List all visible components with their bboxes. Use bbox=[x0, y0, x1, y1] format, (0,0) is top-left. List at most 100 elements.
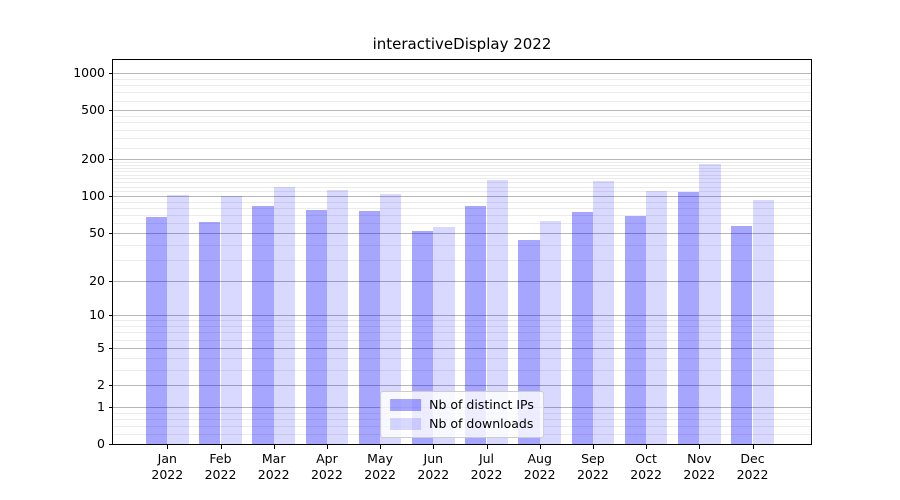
x-tick-label-mar: Mar 2022 bbox=[257, 451, 290, 482]
legend: Nb of distinct IPs Nb of downloads bbox=[380, 391, 544, 438]
y-tick-mark-100 bbox=[108, 196, 113, 198]
y-tick-mark-20 bbox=[108, 280, 113, 282]
x-tick-label-dec: Dec 2022 bbox=[736, 451, 769, 482]
minor-gridline bbox=[113, 137, 811, 139]
y-tick-label-1000: 1000 bbox=[73, 65, 105, 81]
plot-area: Nb of distinct IPs Nb of downloads bbox=[112, 59, 812, 445]
y-tick-mark-2 bbox=[108, 385, 113, 386]
minor-gridline bbox=[113, 201, 811, 203]
major-gridline-50 bbox=[113, 233, 811, 234]
bar-may-ips bbox=[358, 210, 381, 444]
minor-gridline bbox=[113, 116, 811, 118]
bar-sep-downloads bbox=[592, 180, 615, 444]
minor-gridline bbox=[113, 223, 811, 225]
minor-gridline bbox=[113, 186, 811, 188]
x-tick-mark-aug bbox=[539, 444, 541, 449]
legend-label-distinct-ips: Nb of distinct IPs bbox=[429, 397, 534, 412]
bar-nov-ips bbox=[678, 192, 700, 444]
bar-oct-downloads bbox=[646, 191, 668, 444]
x-tick-mark-oct bbox=[646, 444, 648, 449]
minor-gridline bbox=[113, 100, 811, 102]
minor-gridline bbox=[113, 326, 811, 328]
y-tick-mark-10 bbox=[108, 315, 113, 317]
minor-gridline bbox=[113, 357, 811, 359]
x-tick-label-apr: Apr 2022 bbox=[310, 451, 343, 482]
bar-oct-ips bbox=[624, 216, 647, 444]
y-tick-mark-1000 bbox=[108, 73, 113, 75]
minor-gridline bbox=[113, 165, 811, 166]
bar-nov-downloads bbox=[699, 164, 721, 444]
y-tick-mark-5 bbox=[108, 347, 113, 349]
bar-jul-ips bbox=[465, 206, 487, 444]
x-tick-label-feb: Feb 2022 bbox=[204, 451, 237, 482]
major-gridline-500 bbox=[113, 110, 811, 112]
minor-gridline bbox=[113, 92, 811, 94]
x-tick-label-jan: Jan 2022 bbox=[151, 451, 184, 482]
bar-aug-downloads bbox=[539, 220, 561, 444]
bar-jan-downloads bbox=[167, 194, 189, 444]
bar-mar-downloads bbox=[273, 186, 295, 444]
y-tick-label-50: 50 bbox=[89, 225, 105, 240]
major-gridline-5 bbox=[113, 347, 811, 349]
bar-dec-ips bbox=[731, 226, 753, 444]
x-tick-label-oct: Oct 2022 bbox=[630, 451, 662, 482]
bar-may-downloads bbox=[380, 194, 402, 444]
major-gridline-1000 bbox=[113, 73, 811, 75]
minor-gridline bbox=[113, 208, 811, 210]
bar-feb-downloads bbox=[220, 195, 242, 444]
x-tick-mark-jul bbox=[486, 444, 488, 449]
x-tick-mark-sep bbox=[592, 444, 594, 449]
y-tick-label-20: 20 bbox=[89, 272, 105, 288]
minor-gridline bbox=[113, 182, 811, 184]
bar-mar-ips bbox=[252, 205, 274, 444]
minor-gridline bbox=[113, 339, 811, 341]
bar-sep-ips bbox=[571, 211, 593, 444]
y-tick-label-0: 0 bbox=[97, 436, 105, 451]
y-tick-mark-500 bbox=[108, 110, 113, 112]
minor-gridline bbox=[113, 244, 811, 246]
x-tick-label-nov: Nov 2022 bbox=[683, 451, 716, 482]
minor-gridline bbox=[113, 332, 811, 334]
minor-gridline bbox=[113, 85, 811, 87]
x-tick-label-may: May 2022 bbox=[364, 451, 396, 482]
minor-gridline bbox=[113, 171, 811, 173]
minor-gridline bbox=[113, 78, 811, 80]
major-gridline-20 bbox=[113, 280, 811, 282]
x-tick-label-jun: Jun 2022 bbox=[417, 451, 450, 482]
y-tick-mark-1 bbox=[108, 406, 113, 408]
x-tick-mark-jun bbox=[433, 444, 435, 449]
legend-item-downloads: Nb of downloads bbox=[390, 416, 534, 431]
x-tick-mark-dec bbox=[752, 444, 754, 449]
bar-apr-ips bbox=[305, 210, 327, 444]
major-gridline-100 bbox=[113, 196, 811, 198]
y-tick-label-10: 10 bbox=[89, 307, 105, 323]
y-tick-mark-50 bbox=[108, 233, 113, 234]
minor-gridline bbox=[113, 168, 811, 170]
minor-gridline bbox=[113, 162, 811, 164]
bar-dec-downloads bbox=[752, 199, 774, 444]
bar-jun-ips bbox=[412, 231, 434, 444]
x-tick-mark-may bbox=[380, 444, 382, 449]
legend-swatch-distinct-ips bbox=[390, 398, 422, 411]
major-gridline-10 bbox=[113, 315, 811, 317]
major-gridline-2 bbox=[113, 385, 811, 386]
y-tick-label-5: 5 bbox=[97, 339, 105, 355]
minor-gridline bbox=[113, 178, 811, 180]
y-tick-mark-200 bbox=[108, 159, 113, 161]
y-tick-label-1: 1 bbox=[97, 398, 105, 414]
bar-jun-downloads bbox=[433, 227, 455, 444]
minor-gridline bbox=[113, 174, 811, 176]
minor-gridline bbox=[113, 129, 811, 131]
minor-gridline bbox=[113, 191, 811, 193]
legend-item-distinct-ips: Nb of distinct IPs bbox=[390, 397, 534, 412]
y-tick-label-200: 200 bbox=[81, 151, 105, 167]
bar-apr-downloads bbox=[326, 189, 349, 444]
bar-jul-downloads bbox=[486, 179, 508, 444]
chart-title: interactiveDisplay 2022 bbox=[372, 35, 552, 53]
y-tick-label-100: 100 bbox=[81, 188, 105, 204]
y-tick-label-2: 2 bbox=[97, 377, 105, 392]
x-tick-mark-feb bbox=[220, 444, 222, 449]
major-gridline-200 bbox=[113, 159, 811, 161]
minor-gridline bbox=[113, 320, 811, 322]
